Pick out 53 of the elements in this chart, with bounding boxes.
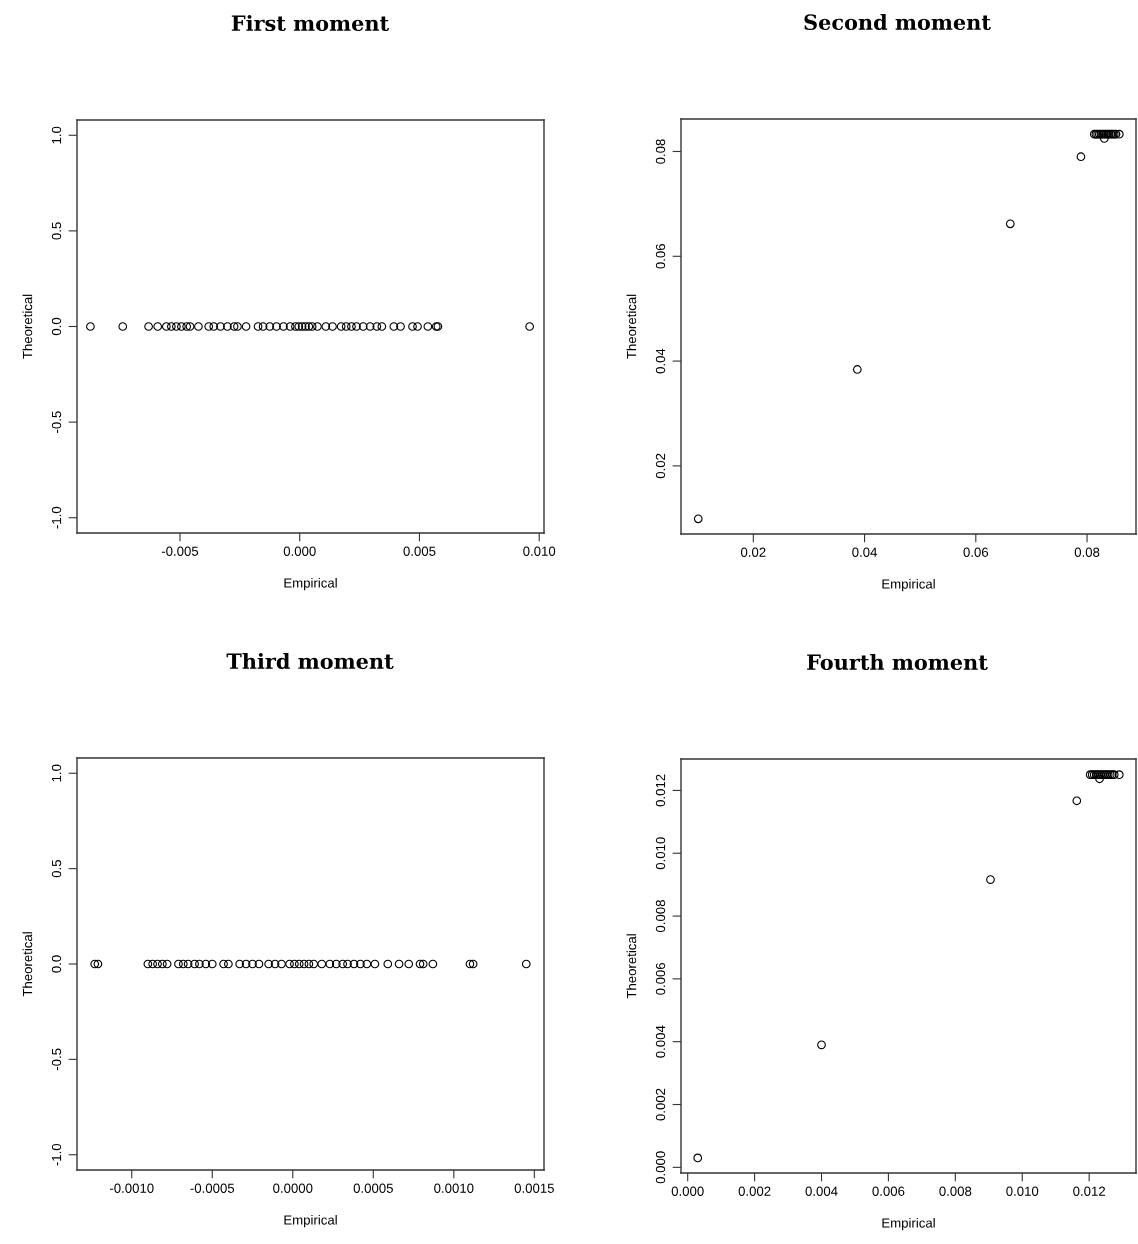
y-tick-label: 1.0 [51,764,62,782]
y-axis-title: Theoretical [626,294,637,359]
y-tick-label: 0.012 [655,774,666,807]
y-tick-label: 0.5 [51,222,62,240]
x-tick-label: 0.02 [740,547,766,557]
x-tick-label: 0.008 [939,1186,972,1196]
x-tick-label: 0.002 [738,1186,771,1196]
y-tick-label: 0.0 [51,317,62,336]
y-tick-label: 0.006 [655,962,666,995]
x-tick-label: 0.0015 [514,1183,554,1193]
y-tick-label: 0.0 [51,955,62,973]
x-axis-title: Empirical [882,578,935,592]
y-axis-title: Theoretical [22,932,33,997]
x-tick-label: -0.005 [161,546,199,556]
y-tick-label: 0.06 [655,244,666,269]
y-tick-label: 0.002 [655,1088,666,1121]
x-tick-label: 0.0005 [353,1183,393,1193]
y-tick-label: -0.5 [51,411,62,433]
x-tick-label: 0.000 [283,546,316,556]
y-tick-label: 0.02 [655,453,666,479]
y-tick-label: 0.04 [655,348,666,374]
x-tick-label: 0.006 [872,1186,905,1196]
y-tick-label: -1.0 [51,506,62,529]
chart-title: Fourth moment [807,653,988,671]
x-tick-label: -0.0005 [190,1183,235,1193]
x-tick-label: 0.04 [852,547,878,557]
chart-title: Third moment [226,652,394,670]
y-axis-title: Theoretical [22,294,33,359]
chart-title: First moment [231,14,390,32]
y-tick-label: 0.010 [655,837,666,870]
y-axis-title: Theoretical [626,934,637,999]
y-tick-label: -1.0 [51,1143,62,1166]
y-tick-label: 0.5 [51,860,62,878]
y-tick-label: 1.0 [51,126,62,144]
x-tick-label: -0.0010 [109,1183,154,1193]
x-tick-label: 0.004 [805,1186,838,1196]
x-tick-label: 0.012 [1073,1186,1106,1196]
x-tick-label: 0.010 [1006,1186,1039,1196]
y-tick-label: 0.008 [655,900,666,933]
x-axis-title: Empirical [882,1217,935,1231]
x-tick-label: 0.0010 [434,1183,474,1193]
x-tick-label: 0.010 [523,546,556,556]
x-axis-title: Empirical [284,577,337,591]
x-axis-title: Empirical [284,1214,337,1228]
chart-title: Second moment [804,13,991,31]
y-tick-label: 0.004 [655,1025,666,1058]
x-tick-label: 0.005 [403,546,436,556]
x-tick-label: 0.0000 [273,1183,313,1193]
y-tick-label: 0.08 [655,139,666,164]
x-tick-label: 0.08 [1074,547,1100,557]
x-tick-label: 0.06 [963,547,989,557]
y-tick-label: -0.5 [51,1048,62,1071]
x-tick-label: 0.000 [671,1186,704,1196]
